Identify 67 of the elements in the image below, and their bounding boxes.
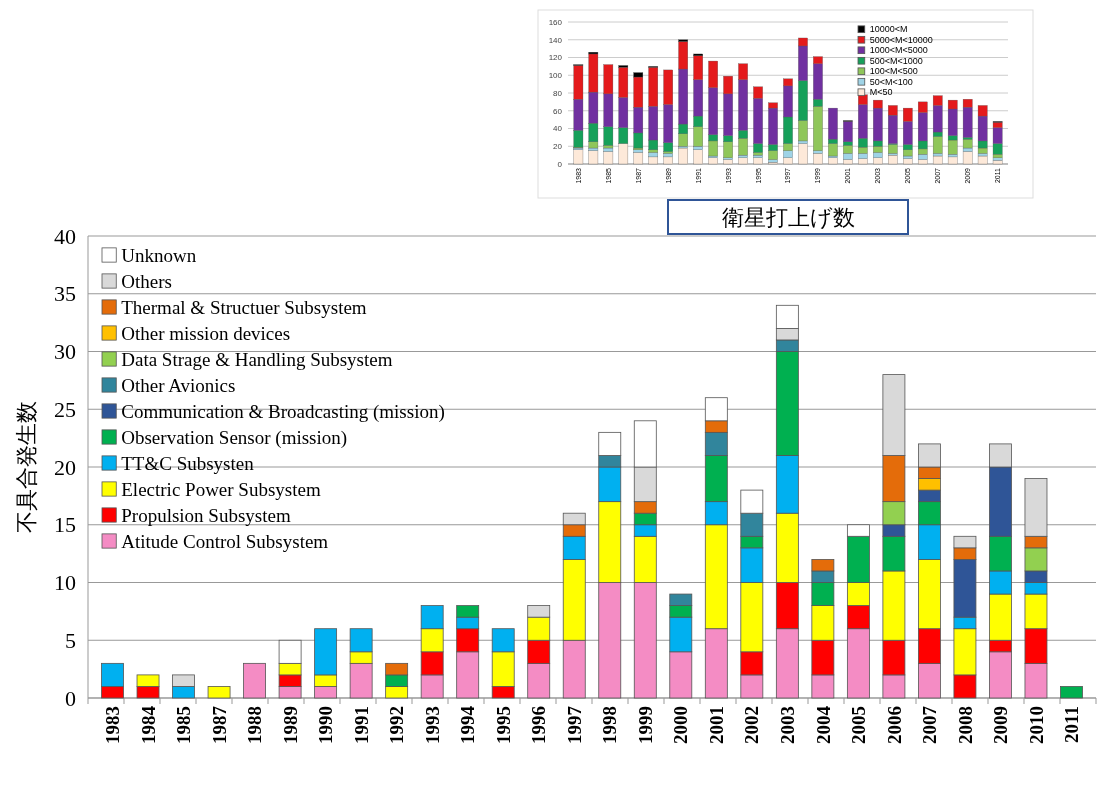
legend-label: Data Strage & Handling Subsystem bbox=[121, 348, 393, 370]
y-tick-label: 35 bbox=[54, 281, 76, 307]
legend-label: 500<M<1000 bbox=[869, 55, 923, 66]
y-tick-label: 25 bbox=[54, 396, 76, 422]
legend-label: 1000<M<5000 bbox=[869, 45, 928, 56]
x-tick-label: 1988 bbox=[244, 706, 266, 744]
legend-label: Unknown bbox=[121, 244, 197, 266]
legend-label: 100<M<500 bbox=[869, 66, 918, 77]
legend-label: TT&C Subsysten bbox=[121, 452, 255, 474]
x-tick-label: 2008 bbox=[954, 706, 976, 744]
x-tick-label: 1991 bbox=[350, 706, 372, 744]
y-tick-label: 20 bbox=[553, 142, 563, 152]
x-tick-label: 1997 bbox=[563, 705, 585, 744]
x-tick-label: 2007 bbox=[919, 705, 941, 744]
y-tick-label: 15 bbox=[54, 512, 76, 538]
y-tick-label: 120 bbox=[548, 53, 563, 63]
legend-label: Propulsion Subsystem bbox=[121, 504, 291, 526]
x-tick-label: 1992 bbox=[386, 706, 408, 744]
legend-label: Observation Sensor (mission) bbox=[121, 426, 348, 449]
y-tick-label: 100 bbox=[548, 71, 563, 81]
x-tick-label: 1989 bbox=[279, 706, 301, 744]
y-tick-label: 60 bbox=[553, 106, 563, 116]
x-tick-label: 1999 bbox=[634, 706, 656, 744]
x-tick-label: 2006 bbox=[883, 706, 905, 744]
x-tick-label: 1996 bbox=[528, 706, 550, 744]
y-tick-label: 80 bbox=[553, 88, 563, 98]
x-tick-label: 2010 bbox=[1025, 706, 1047, 744]
x-tick-label: 1998 bbox=[599, 706, 621, 744]
y-tick-label: 20 bbox=[54, 454, 76, 480]
y-tick-label: 160 bbox=[548, 17, 563, 27]
legend-label: Others bbox=[121, 270, 172, 292]
legend-label: Other mission devices bbox=[121, 322, 291, 344]
y-tick-label: 140 bbox=[548, 35, 563, 45]
x-tick-label: 1990 bbox=[315, 706, 337, 744]
x-tick-label: 1987 bbox=[208, 705, 230, 744]
legend-label: Atitude Control Subsystem bbox=[121, 530, 329, 552]
legend-label: M<50 bbox=[869, 87, 893, 98]
x-tick-label: 2001 bbox=[705, 706, 727, 744]
y-axis-title: 不具合発生数 bbox=[14, 401, 39, 533]
y-tick-label: 30 bbox=[54, 339, 76, 365]
legend-label: Thermal & Structuer Subsystem bbox=[121, 296, 367, 318]
legend-label: 10000<M bbox=[869, 24, 908, 35]
x-tick-label: 1983 bbox=[102, 706, 124, 744]
x-tick-label: 1995 bbox=[492, 706, 514, 744]
x-tick-label: 2000 bbox=[670, 706, 692, 744]
legend-label: 5000<M<10000 bbox=[869, 34, 933, 45]
x-tick-label: 2009 bbox=[990, 706, 1012, 744]
x-tick-label: 2011 bbox=[1061, 706, 1083, 743]
y-tick-label: 40 bbox=[553, 124, 563, 134]
legend-label: Communication & Broadcasting (mission) bbox=[121, 400, 445, 423]
y-tick-label: 0 bbox=[65, 685, 76, 711]
x-tick-label: 1993 bbox=[421, 706, 443, 744]
x-tick-label: 1984 bbox=[137, 705, 159, 744]
x-tick-label: 2005 bbox=[848, 706, 870, 744]
text: 衛星打上げ数 bbox=[721, 204, 855, 230]
y-tick-label: 40 bbox=[54, 223, 76, 249]
y-tick-label: 10 bbox=[54, 570, 76, 596]
legend-label: Other Avionics bbox=[121, 374, 236, 396]
x-tick-label: 1994 bbox=[457, 705, 479, 744]
y-tick-label: 0 bbox=[557, 159, 563, 169]
legend-label: Electric Power Subsystem bbox=[121, 478, 321, 500]
x-tick-label: 2003 bbox=[777, 706, 798, 744]
legend-label: 50<M<100 bbox=[869, 76, 913, 87]
x-tick-label: 1985 bbox=[173, 706, 195, 744]
x-tick-label: 2002 bbox=[741, 706, 763, 744]
y-tick-label: 5 bbox=[65, 627, 76, 653]
x-tick-label: 2004 bbox=[812, 705, 834, 744]
